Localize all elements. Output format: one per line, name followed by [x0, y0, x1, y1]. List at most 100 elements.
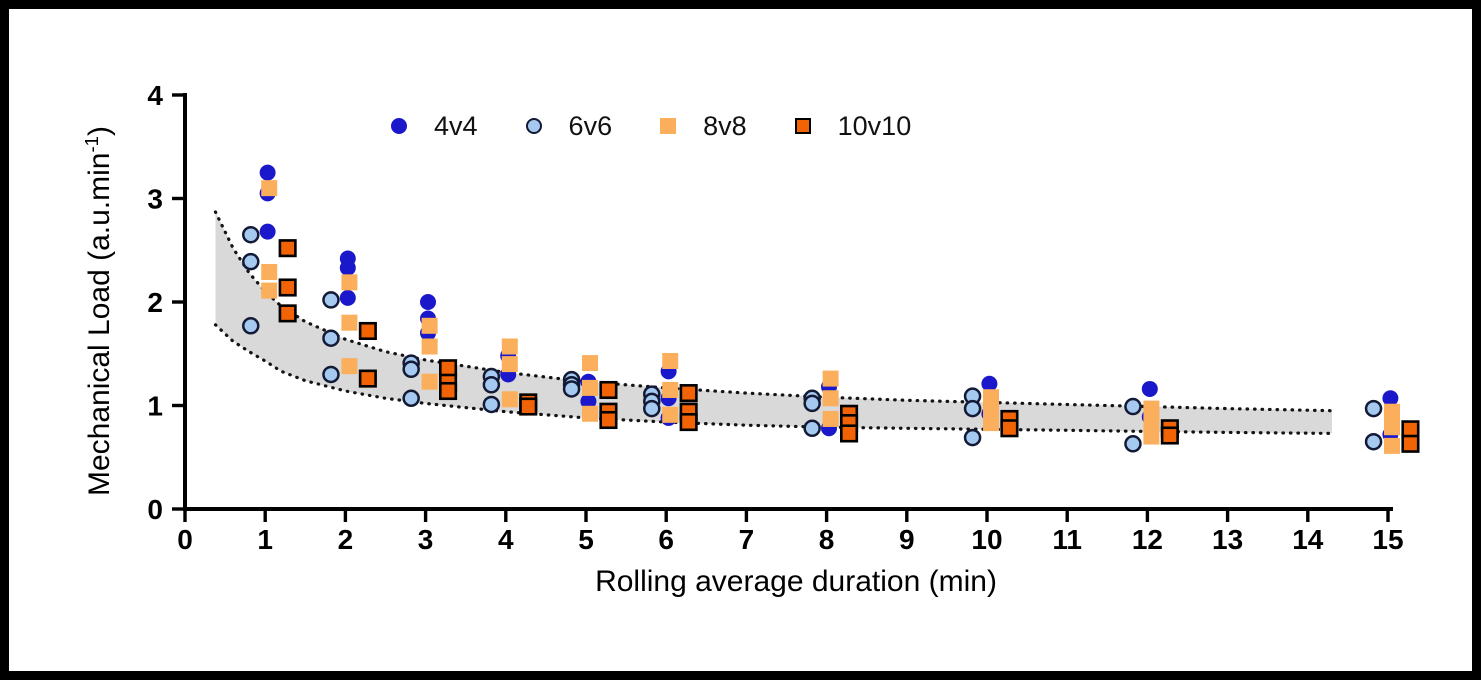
data-point-8v8	[1384, 419, 1401, 436]
data-point-8v8	[822, 390, 839, 407]
legend-label: 10v10	[837, 110, 912, 141]
legend-marker-4v4-circle-icon	[391, 118, 407, 134]
data-point-8v8	[421, 338, 438, 355]
legend-marker-10v10-square-icon	[794, 118, 811, 134]
x-tick-label: 5	[578, 524, 594, 555]
y-tick-label: 4	[147, 80, 163, 111]
data-point-4v4	[259, 223, 276, 240]
data-point-10v10	[1160, 426, 1179, 445]
data-point-10v10	[1401, 420, 1420, 439]
data-point-4v4	[981, 375, 998, 392]
data-point-8v8	[1384, 403, 1401, 420]
data-point-10v10	[599, 380, 618, 400]
y-tick-label: 0	[147, 494, 163, 525]
data-point-10v10	[679, 384, 698, 403]
data-point-6v6	[963, 399, 982, 418]
x-tick-label: 0	[177, 524, 193, 555]
data-point-8v8	[1143, 428, 1160, 445]
x-tick-label: 7	[739, 524, 755, 555]
data-point-8v8	[501, 391, 518, 408]
data-point-6v6	[242, 225, 260, 244]
legend-marker-8v8-square-icon	[660, 118, 677, 134]
x-tick-label: 13	[1212, 524, 1243, 555]
data-point-10v10	[1401, 434, 1420, 453]
data-point-10v10	[679, 413, 698, 432]
legend-item-6v6: 6v6	[525, 111, 612, 142]
data-point-8v8	[1143, 416, 1160, 433]
y-axis-title-close: )	[83, 125, 117, 136]
data-point-8v8	[822, 410, 839, 427]
data-point-8v8	[261, 282, 278, 299]
legend-label: 8v8	[703, 110, 747, 141]
y-axis-title-text: Mechanical Load (a.u.min	[83, 152, 117, 497]
y-axis-title-superscript: -1	[80, 135, 102, 153]
data-point-6v6	[643, 399, 661, 418]
data-point-8v8	[582, 405, 599, 422]
data-point-4v4	[259, 164, 276, 181]
x-tick-label: 10	[971, 524, 1002, 555]
data-point-4v4	[1382, 390, 1399, 407]
data-point-8v8	[662, 381, 679, 398]
data-point-6v6	[242, 317, 260, 335]
y-tick-label: 2	[147, 287, 163, 318]
data-point-4v4	[1141, 380, 1158, 397]
data-point-8v8	[582, 355, 599, 372]
data-point-8v8	[662, 352, 679, 369]
data-point-6v6	[1364, 432, 1383, 451]
x-tick-label: 3	[418, 524, 434, 555]
legend-label: 4v4	[434, 110, 478, 141]
band-bottom-edge	[213, 323, 1334, 435]
legend-marker-6v6-circle-icon	[525, 118, 542, 134]
legend-item-8v8: 8v8	[660, 111, 747, 142]
x-tick-label: 8	[819, 524, 835, 555]
y-axis-title: Mechanical Load (a.u.min-1)	[81, 126, 117, 496]
x-tick-label: 2	[338, 524, 354, 555]
data-point-8v8	[421, 373, 438, 390]
data-point-8v8	[1143, 400, 1160, 417]
legend-item-4v4: 4v4	[391, 111, 478, 142]
data-point-6v6	[322, 365, 340, 384]
data-point-10v10	[278, 239, 297, 258]
data-point-8v8	[261, 180, 278, 197]
data-point-4v4	[339, 259, 356, 276]
data-point-6v6	[322, 329, 340, 347]
data-point-6v6	[402, 360, 420, 379]
legend: 4v4 6v6 8v8 10v10	[391, 105, 911, 147]
data-point-6v6	[562, 380, 581, 398]
chart-canvas: 0 1 2 3 4 5 6 7 8 9 10 11 12 13 14 15 0 1 2 3 4 4v4 6v6 8v8 10v…	[9, 9, 1472, 671]
confidence-band	[215, 212, 1332, 434]
data-point-6v6	[482, 395, 501, 414]
data-point-6v6	[963, 428, 982, 447]
data-point-10v10	[840, 424, 859, 443]
data-point-6v6	[1364, 399, 1383, 418]
x-tick-label: 9	[899, 524, 915, 555]
x-tick-label: 15	[1372, 524, 1403, 555]
data-point-8v8	[421, 317, 438, 334]
x-tick-label: 12	[1132, 524, 1163, 555]
data-point-4v4	[339, 289, 356, 306]
data-point-6v6	[322, 291, 340, 309]
data-point-10v10	[439, 359, 458, 378]
x-tick-label: 14	[1292, 524, 1324, 555]
y-tick-label: 1	[147, 391, 163, 422]
data-point-8v8	[501, 338, 518, 355]
data-point-8v8	[662, 406, 679, 423]
data-point-8v8	[983, 389, 1000, 406]
legend-item-10v10: 10v10	[794, 110, 912, 142]
x-tick-label: 4	[498, 524, 514, 555]
data-point-10v10	[278, 304, 297, 323]
x-axis-title: Rolling average duration (min)	[595, 565, 997, 598]
data-point-8v8	[341, 314, 358, 331]
data-point-10v10	[439, 381, 458, 401]
data-point-6v6	[1124, 435, 1142, 453]
data-point-4v4	[420, 294, 437, 310]
data-point-6v6	[402, 389, 420, 408]
data-point-8v8	[1384, 437, 1401, 454]
data-point-10v10	[358, 369, 377, 388]
data-point-6v6	[803, 419, 821, 438]
data-point-6v6	[803, 394, 821, 413]
data-point-8v8	[341, 274, 358, 291]
y-tick-label: 3	[147, 184, 163, 215]
x-tick-label: 6	[658, 524, 674, 555]
